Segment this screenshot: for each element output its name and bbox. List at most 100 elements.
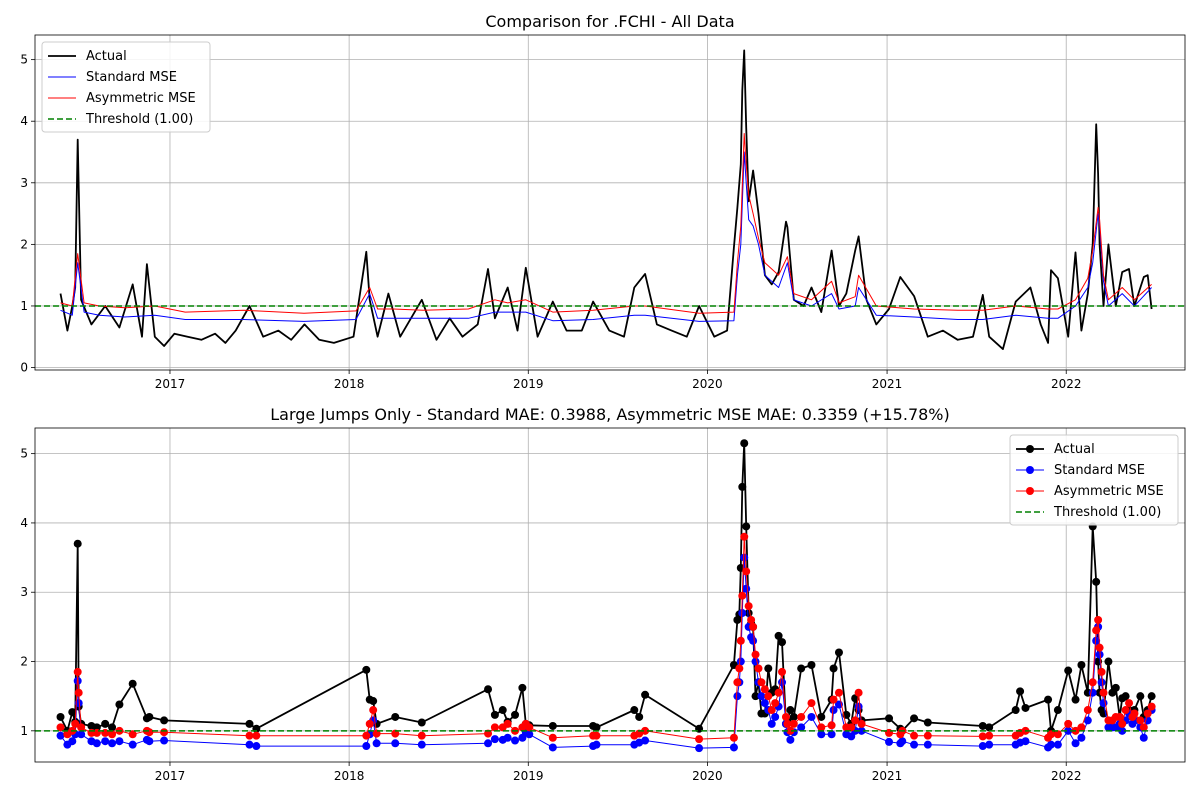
y-tick-label: 1 xyxy=(20,724,28,738)
data-point-actual xyxy=(490,710,499,719)
data-point-actual xyxy=(751,692,760,701)
data-point-asymmetric-mse xyxy=(738,591,747,600)
data-point-asymmetric-mse xyxy=(736,636,745,645)
data-point-standard-mse xyxy=(854,702,863,711)
data-point-asymmetric-mse xyxy=(245,731,254,740)
data-point-asymmetric-mse xyxy=(548,733,557,742)
data-point-asymmetric-mse xyxy=(641,726,650,735)
y-tick-label: 2 xyxy=(20,237,28,251)
data-point-actual xyxy=(641,690,650,699)
data-point-asymmetric-mse xyxy=(729,733,738,742)
data-point-asymmetric-mse xyxy=(369,706,378,715)
data-point-standard-mse xyxy=(985,740,994,749)
data-point-asymmetric-mse xyxy=(695,735,704,744)
series-line-actual xyxy=(59,49,1153,351)
x-tick-label: 2019 xyxy=(513,769,544,783)
data-point-actual xyxy=(786,706,795,715)
data-point-asymmetric-mse xyxy=(145,728,154,737)
series-line-standard-mse xyxy=(60,151,1152,322)
data-point-actual xyxy=(160,716,169,725)
data-point-standard-mse xyxy=(1021,737,1030,746)
data-point-standard-mse xyxy=(778,678,787,687)
y-tick-label: 2 xyxy=(20,655,28,669)
data-point-asymmetric-mse xyxy=(847,723,856,732)
data-point-asymmetric-mse xyxy=(747,615,756,624)
data-point-actual xyxy=(1016,687,1025,696)
data-point-asymmetric-mse xyxy=(1139,723,1148,732)
data-point-actual xyxy=(498,706,507,715)
legend-label: Asymmetric MSE xyxy=(1054,484,1164,499)
legend-label: Actual xyxy=(1054,442,1095,457)
axes-frame xyxy=(34,34,1186,371)
data-point-asymmetric-mse xyxy=(774,688,783,697)
data-point-standard-mse xyxy=(101,737,110,746)
data-point-asymmetric-mse xyxy=(1130,709,1139,718)
data-point-asymmetric-mse xyxy=(834,688,843,697)
data-point-actual xyxy=(797,664,806,673)
data-point-standard-mse xyxy=(108,739,117,748)
series-line-asymmetric-mse xyxy=(60,536,1153,740)
data-point-asymmetric-mse xyxy=(754,664,763,673)
data-point-asymmetric-mse xyxy=(778,667,787,676)
data-point-asymmetric-mse xyxy=(740,532,749,541)
x-tick-label: 2020 xyxy=(692,769,723,783)
data-point-asymmetric-mse xyxy=(1099,688,1108,697)
data-point-standard-mse xyxy=(252,742,261,751)
data-point-standard-mse xyxy=(978,742,987,751)
data-point-actual xyxy=(56,712,65,721)
data-point-asymmetric-mse xyxy=(786,726,795,735)
data-point-standard-mse xyxy=(1047,740,1056,749)
data-point-standard-mse xyxy=(372,739,381,748)
data-point-actual xyxy=(391,712,400,721)
data-point-asymmetric-mse xyxy=(744,602,753,611)
data-point-asymmetric-mse xyxy=(851,716,860,725)
data-point-actual xyxy=(1121,692,1130,701)
y-tick-label: 0 xyxy=(20,361,28,375)
data-point-actual xyxy=(1136,692,1145,701)
data-point-actual xyxy=(362,665,371,674)
data-point-standard-mse xyxy=(1097,678,1106,687)
series-line-actual xyxy=(59,442,1153,732)
data-point-asymmetric-mse xyxy=(365,719,374,728)
data-point-asymmetric-mse xyxy=(742,567,751,576)
data-point-actual xyxy=(115,700,124,709)
data-point-asymmetric-mse xyxy=(128,730,137,739)
data-point-standard-mse xyxy=(592,740,601,749)
data-point-asymmetric-mse xyxy=(73,667,82,676)
data-point-asymmetric-mse xyxy=(490,723,499,732)
x-tick-label: 2022 xyxy=(1051,769,1082,783)
data-point-asymmetric-mse xyxy=(764,692,773,701)
data-point-actual xyxy=(1111,683,1120,692)
data-point-standard-mse xyxy=(923,740,932,749)
data-point-actual xyxy=(978,721,987,730)
legend-label: Threshold (1.00) xyxy=(85,112,193,127)
data-point-asymmetric-mse xyxy=(751,650,760,659)
data-point-actual xyxy=(764,664,773,673)
data-point-asymmetric-mse xyxy=(760,685,769,694)
data-point-standard-mse xyxy=(829,706,838,715)
plot-area xyxy=(35,49,1185,351)
data-point-standard-mse xyxy=(742,584,751,593)
data-point-standard-mse xyxy=(757,692,766,701)
series-line-standard-mse xyxy=(60,557,1153,749)
data-point-actual xyxy=(92,723,101,732)
data-point-asymmetric-mse xyxy=(1083,706,1092,715)
data-point-asymmetric-mse xyxy=(160,728,169,737)
data-point-asymmetric-mse xyxy=(74,688,83,697)
x-tick-label: 2018 xyxy=(334,377,365,391)
data-point-standard-mse xyxy=(115,737,124,746)
data-point-standard-mse xyxy=(786,735,795,744)
data-point-asymmetric-mse xyxy=(1097,667,1106,676)
x-tick-label: 2018 xyxy=(334,769,365,783)
data-point-standard-mse xyxy=(160,736,169,745)
data-point-standard-mse xyxy=(740,553,749,562)
data-point-asymmetric-mse xyxy=(252,731,261,740)
data-point-standard-mse xyxy=(484,739,493,748)
data-point-actual xyxy=(789,712,798,721)
data-point-standard-mse xyxy=(417,740,426,749)
data-point-actual xyxy=(1021,703,1030,712)
data-point-standard-mse xyxy=(1118,726,1127,735)
data-point-standard-mse xyxy=(1092,636,1101,645)
data-point-standard-mse xyxy=(847,732,856,741)
data-point-actual xyxy=(985,723,994,732)
